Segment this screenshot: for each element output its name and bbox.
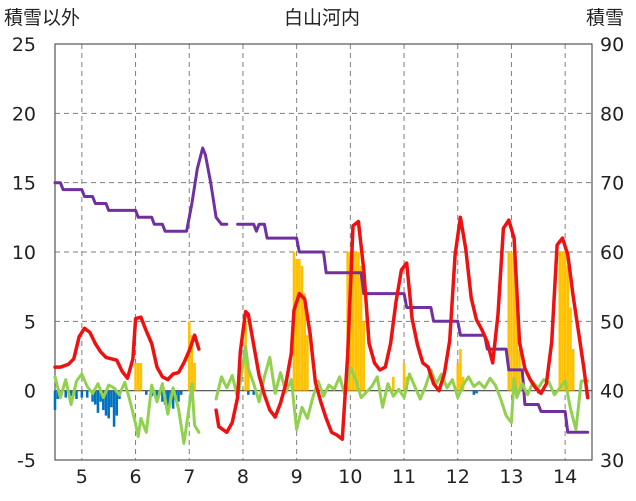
y-right-tick-label: 60 xyxy=(600,242,624,264)
orange-bar xyxy=(306,335,309,391)
orange-bar xyxy=(354,252,357,391)
orange-bar xyxy=(303,293,306,391)
orange-bar xyxy=(300,265,304,391)
blue-bar xyxy=(85,390,89,398)
orange-bar xyxy=(362,321,366,391)
blue-bar xyxy=(247,390,250,395)
blue-bar xyxy=(171,390,175,409)
x-tick-label: 14 xyxy=(553,466,577,488)
y-right-tick-label: 50 xyxy=(600,311,624,333)
orange-bar xyxy=(571,349,575,391)
orange-bar xyxy=(247,362,250,391)
blue-bar xyxy=(91,390,94,402)
orange-bar xyxy=(392,376,395,391)
x-tick-label: 8 xyxy=(237,466,249,488)
green-series-line xyxy=(53,372,201,445)
y-right-tick-label: 80 xyxy=(600,103,624,125)
orange-bar xyxy=(359,265,363,391)
x-tick-label: 9 xyxy=(291,466,303,488)
orange-bar xyxy=(134,362,137,391)
blue-bar xyxy=(472,390,476,395)
red-series-line xyxy=(53,315,201,382)
orange-bar xyxy=(510,252,513,391)
orange-bar xyxy=(569,307,572,391)
red-series-line xyxy=(214,215,590,441)
blue-bar xyxy=(53,390,57,411)
plot-frame xyxy=(54,43,593,461)
blue-bar xyxy=(107,390,110,419)
orange-bar xyxy=(357,252,360,391)
y-left-tick-label: -5 xyxy=(17,450,36,472)
blue-bar xyxy=(56,390,59,399)
blue-bar xyxy=(252,390,255,395)
blue-bar xyxy=(145,390,148,395)
y-left-tick-label: 25 xyxy=(12,34,36,56)
x-tick-label: 5 xyxy=(76,466,88,488)
x-tick-label: 7 xyxy=(183,466,195,488)
orange-bar xyxy=(507,252,511,391)
blue-bar xyxy=(179,390,183,395)
blue-bar xyxy=(80,390,84,398)
x-tick-label: 12 xyxy=(446,466,470,488)
purple-series-line xyxy=(236,222,590,434)
orange-bar xyxy=(459,349,462,391)
blue-bar xyxy=(93,390,97,405)
blue-bar xyxy=(166,390,170,409)
purple-series-line xyxy=(53,146,229,233)
orange-bar xyxy=(563,252,567,391)
x-tick-label: 11 xyxy=(392,466,416,488)
orange-bar xyxy=(298,258,301,391)
y-right-tick-label: 30 xyxy=(600,450,624,472)
blue-bar xyxy=(99,390,102,402)
orange-bar xyxy=(515,279,519,391)
orange-bar xyxy=(139,362,143,391)
blue-bar xyxy=(102,390,105,411)
blue-bar xyxy=(115,390,119,416)
orange-bar xyxy=(566,265,570,391)
blue-bar xyxy=(475,390,478,394)
orange-bar xyxy=(512,252,516,391)
lines xyxy=(53,146,590,445)
orange-bar xyxy=(351,252,355,391)
y-left-tick-label: 0 xyxy=(24,381,36,403)
blue-bar xyxy=(161,390,164,402)
orange-bar xyxy=(295,258,298,391)
blue-bar xyxy=(155,390,159,398)
x-tick-label: 10 xyxy=(338,466,362,488)
orange-bar xyxy=(558,252,562,391)
blue-bar xyxy=(112,390,116,427)
blue-bar xyxy=(64,390,68,398)
blue-bar xyxy=(69,390,73,397)
blue-bar xyxy=(104,390,108,416)
orange-bar xyxy=(187,321,191,391)
chart-title: 白山河内 xyxy=(284,7,360,29)
blue-bar xyxy=(75,390,78,399)
y-right-tick-label: 40 xyxy=(600,381,624,403)
y-axis-right-label: 積雪 xyxy=(586,7,624,29)
orange-bar xyxy=(190,335,194,391)
x-tick-label: 6 xyxy=(130,466,142,488)
orange-bar xyxy=(193,362,196,391)
y-left-tick-label: 10 xyxy=(12,242,36,264)
green-series-line xyxy=(214,344,590,431)
y-left-tick-label: 5 xyxy=(24,311,36,333)
orange-bar xyxy=(136,362,140,391)
orange-bar xyxy=(402,362,406,391)
y-right-tick-label: 90 xyxy=(600,34,624,56)
y-left-tick-label: 15 xyxy=(12,173,36,195)
orange-bar xyxy=(561,252,564,391)
y-left-tick-label: 20 xyxy=(12,103,36,125)
y-axis-left-label: 積雪以外 xyxy=(4,7,80,29)
blue-bar xyxy=(96,390,100,413)
blue-bar xyxy=(177,390,180,402)
orange-bar xyxy=(456,362,460,391)
blue-bar xyxy=(110,390,113,408)
y-right-tick-label: 70 xyxy=(600,173,624,195)
x-tick-label: 13 xyxy=(499,466,523,488)
